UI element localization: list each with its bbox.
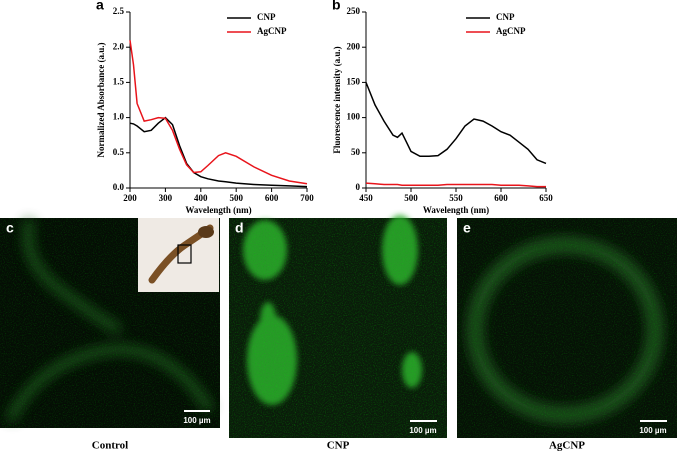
caption: CNP xyxy=(327,440,350,452)
scale-bar-label: 100 µm xyxy=(183,416,210,425)
image-cnp xyxy=(229,215,447,438)
y-tick-label: 0 xyxy=(356,182,361,192)
y-tick-label: 1.0 xyxy=(113,112,125,122)
scale-bar-label: 100 µm xyxy=(409,426,436,435)
y-tick-label: 2.0 xyxy=(113,41,125,51)
panel-label: c xyxy=(6,220,14,236)
legend-label: CNP xyxy=(496,12,515,22)
legend-label: CNP xyxy=(257,12,276,22)
x-tick-label: 500 xyxy=(404,193,418,203)
y-tick-label: 50 xyxy=(351,147,361,157)
x-tick-label: 300 xyxy=(159,193,173,203)
x-tick-label: 200 xyxy=(123,193,137,203)
y-tick-label: 100 xyxy=(347,112,361,122)
legend-label: AgCNP xyxy=(496,26,526,36)
x-tick-label: 600 xyxy=(494,193,508,203)
x-tick-label: 600 xyxy=(265,193,279,203)
image-control xyxy=(0,218,220,428)
data-line xyxy=(129,116,308,188)
y-tick-label: 0.5 xyxy=(113,147,125,157)
y-tick-label: 0.0 xyxy=(113,182,125,192)
panel-label: b xyxy=(332,0,341,13)
x-tick-label: 700 xyxy=(300,193,314,203)
caption: AgCNP xyxy=(549,440,585,452)
y-tick-label: 2.5 xyxy=(113,6,125,16)
x-axis-label: Wavelength (nm) xyxy=(185,205,251,215)
y-axis-label: Fluorescence intensity (a.u.) xyxy=(332,46,342,153)
x-tick-label: 500 xyxy=(229,193,243,203)
image-agcnp xyxy=(457,218,677,438)
data-line xyxy=(365,82,547,165)
panel-label: a xyxy=(96,0,104,13)
y-tick-label: 200 xyxy=(347,41,361,51)
y-axis-label: Normalized Absorbance (a.u.) xyxy=(96,43,106,158)
legend-label: AgCNP xyxy=(257,26,287,36)
y-tick-label: 150 xyxy=(347,76,361,86)
x-tick-label: 400 xyxy=(194,193,208,203)
caption: Control xyxy=(92,440,128,452)
data-line xyxy=(129,40,308,185)
x-axis-label: Wavelength (nm) xyxy=(423,205,489,215)
data-line xyxy=(365,182,546,188)
y-tick-label: 1.5 xyxy=(113,76,125,86)
x-tick-label: 450 xyxy=(359,193,373,203)
y-tick-label: 250 xyxy=(347,6,361,16)
scale-bar-label: 100 µm xyxy=(639,426,666,435)
panel-label: d xyxy=(235,220,244,236)
x-tick-label: 550 xyxy=(449,193,463,203)
x-tick-label: 650 xyxy=(539,193,553,203)
panel-label: e xyxy=(463,220,471,236)
